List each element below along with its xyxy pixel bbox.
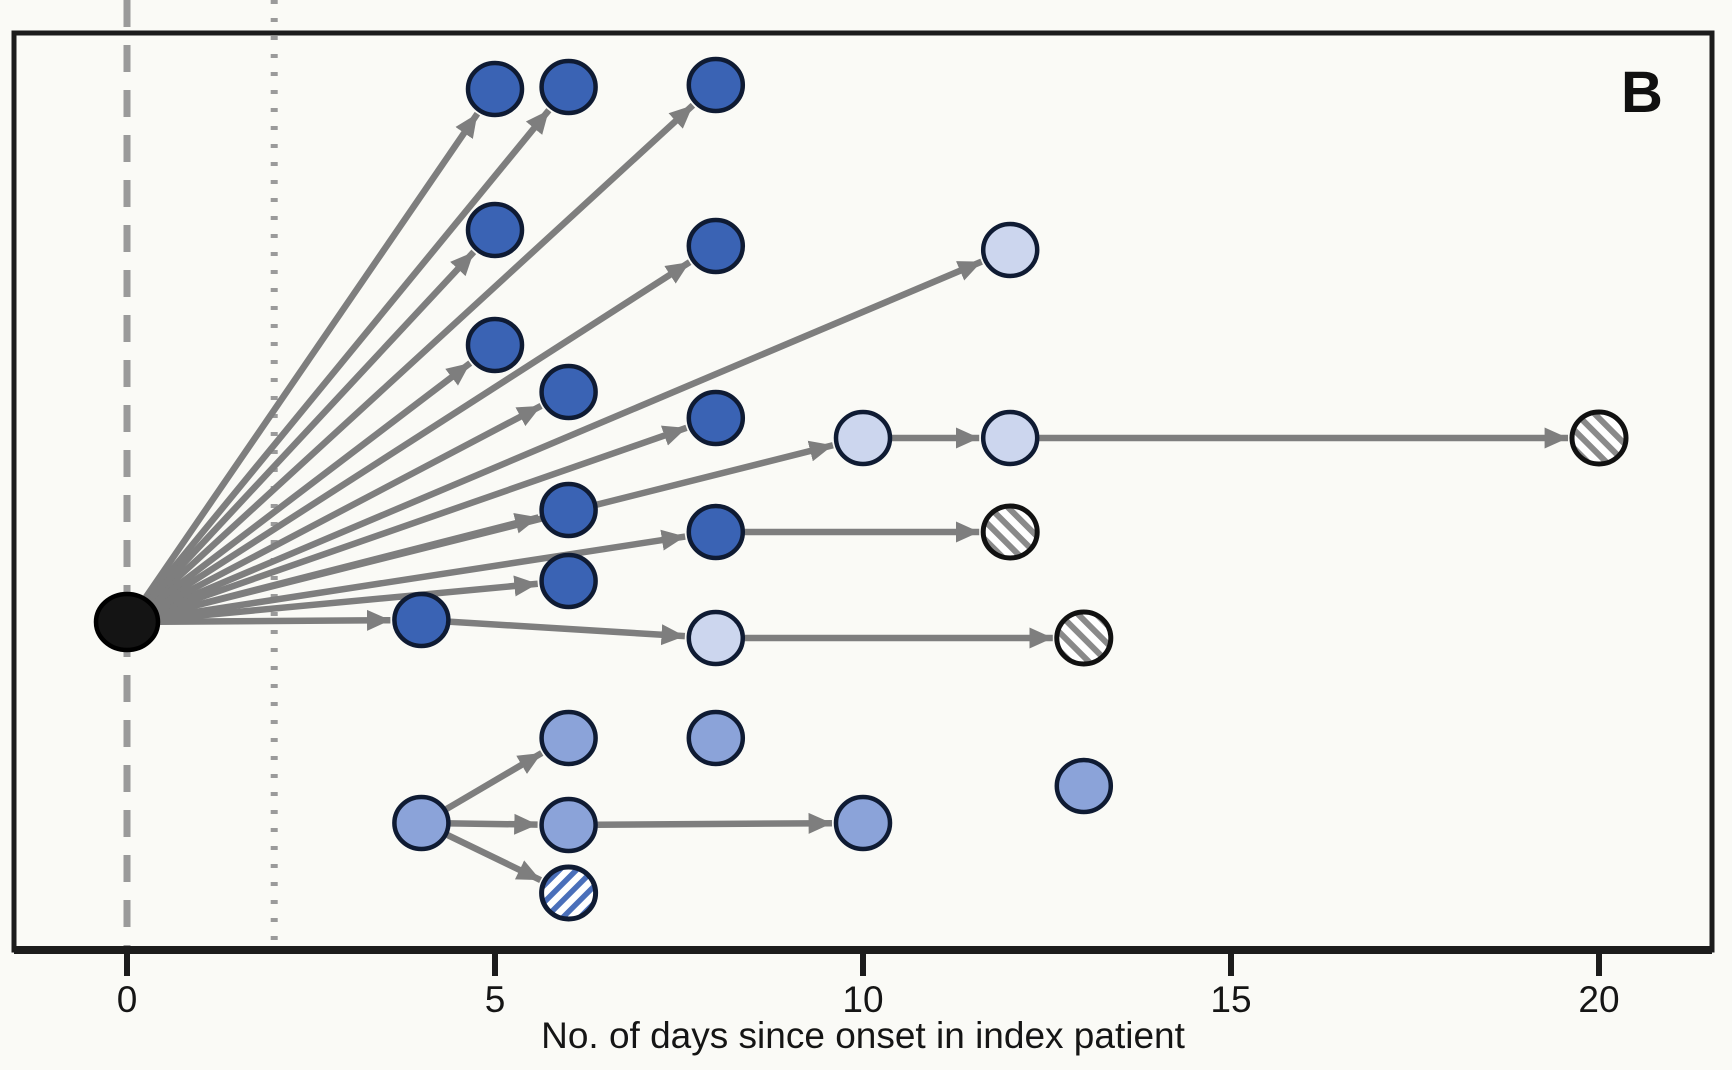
transmission-arrow	[158, 512, 540, 618]
case-node-medium-blue	[392, 794, 451, 852]
case-node-dark-blue	[465, 201, 525, 259]
case-node-dark-blue	[539, 58, 598, 116]
x-tick-label: 15	[1210, 979, 1251, 1020]
case-nodes	[93, 56, 1629, 922]
case-node-hatched-gray	[1054, 609, 1114, 667]
case-node-dark-blue	[686, 56, 746, 114]
transmission-arrow	[597, 812, 833, 834]
transmission-arrow	[153, 259, 692, 609]
transmission-arrows	[143, 102, 1568, 884]
transmission-arrow	[446, 832, 543, 884]
case-node-medium-blue	[833, 794, 893, 852]
transmission-arrow	[157, 424, 688, 616]
case-node-dark-blue	[465, 60, 525, 118]
transmission-arrow	[156, 258, 983, 614]
case-node-dark-blue	[392, 591, 451, 649]
transmission-arrow	[159, 529, 686, 621]
case-node-medium-blue	[686, 709, 746, 767]
transmission-arrow	[147, 249, 477, 603]
case-node-hatched-gray	[1569, 409, 1629, 467]
case-node-dark-blue	[539, 552, 598, 610]
transmission-arrow	[450, 813, 538, 835]
transmission-arrow	[159, 609, 391, 631]
case-node-light-blue	[980, 221, 1040, 279]
x-axis-ticks: 0 5 10 15 20	[117, 950, 1620, 1020]
case-node-light-blue	[980, 409, 1040, 467]
case-node-dark-blue	[539, 481, 598, 539]
panel-label: B	[1621, 60, 1663, 125]
case-node-light-blue	[686, 609, 746, 667]
case-node-light-blue	[833, 409, 893, 467]
case-node-dark-blue	[539, 363, 598, 421]
transmission-arrow	[159, 575, 539, 623]
x-axis: 0 5 10 15 20	[14, 946, 1712, 1020]
transmission-arrow	[143, 111, 481, 600]
transmission-arrow	[154, 402, 543, 612]
case-node-hatched-blue	[539, 864, 599, 922]
case-node-medium-blue	[1054, 757, 1114, 815]
x-axis-title: No. of days since onset in index patient	[541, 1015, 1185, 1056]
transmission-arrow	[149, 102, 696, 605]
x-tick-label: 5	[485, 979, 506, 1020]
case-node-dark-blue	[686, 217, 746, 275]
transmission-arrow	[145, 108, 552, 601]
case-node-hatched-gray	[980, 503, 1040, 561]
x-tick-label: 20	[1578, 979, 1619, 1020]
transmission-arrow	[450, 618, 686, 646]
transmission-arrow	[151, 360, 473, 607]
transmission-arrow	[444, 750, 544, 812]
case-node-index	[93, 591, 161, 653]
reference-lines	[123, 0, 278, 950]
x-tick-label: 0	[117, 979, 138, 1020]
x-tick-label: 10	[842, 979, 883, 1020]
case-node-dark-blue	[465, 316, 525, 374]
case-node-dark-blue	[686, 503, 746, 561]
case-node-medium-blue	[539, 709, 598, 767]
case-node-medium-blue	[539, 796, 598, 854]
case-node-dark-blue	[686, 389, 746, 447]
